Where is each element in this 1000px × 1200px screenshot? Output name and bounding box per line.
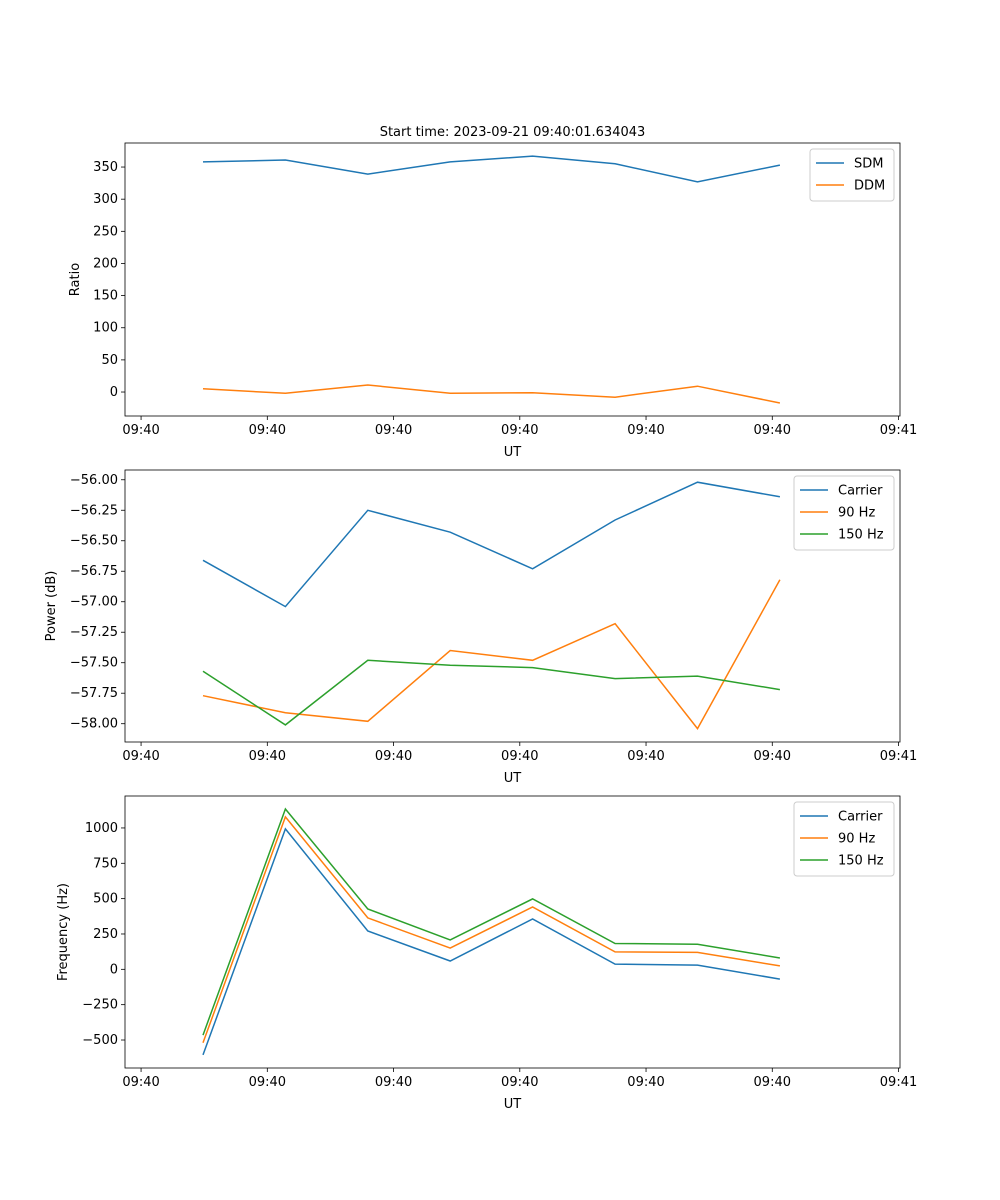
legend: SDM DDM xyxy=(809,148,895,202)
legend-label: Carrier xyxy=(838,810,883,825)
y-tick-label: −56.50 xyxy=(70,534,118,549)
y-tick-label: −57.25 xyxy=(70,625,118,640)
x-axis-label: UT xyxy=(504,445,522,460)
legend-label: 150 Hz xyxy=(838,528,884,543)
series-line-150-hz xyxy=(202,659,781,726)
x-tick-label: 09:40 xyxy=(249,423,286,438)
legend-label: 150 Hz xyxy=(838,854,884,869)
y-tick-label: −57.00 xyxy=(70,595,118,610)
y-tick-label: 200 xyxy=(93,256,118,271)
y-axis-label: Power (dB) xyxy=(44,571,59,642)
legend-label: DDM xyxy=(854,179,885,194)
y-tick-label: 0 xyxy=(110,962,118,977)
y-tick-label: −56.75 xyxy=(70,564,118,579)
y-tick-label: −57.75 xyxy=(70,686,118,701)
x-axis-label: UT xyxy=(504,771,522,786)
y-tick-label: −58.00 xyxy=(70,717,118,732)
y-tick-label: 500 xyxy=(93,892,118,907)
y-tick-label: 150 xyxy=(93,289,118,304)
x-tick-label: 09:40 xyxy=(375,1075,412,1090)
x-tick-label: 09:40 xyxy=(122,749,159,764)
y-axis-label: Ratio xyxy=(68,263,83,296)
x-tick-label: 09:40 xyxy=(501,1075,538,1090)
axes-frame xyxy=(124,142,901,417)
y-tick-label: 300 xyxy=(93,192,118,207)
y-tick-label: 0 xyxy=(110,385,118,400)
legend-box xyxy=(793,475,895,551)
series-line-ddm xyxy=(202,384,781,404)
series-line-150-hz xyxy=(202,807,781,1036)
series-line-90-hz xyxy=(202,815,781,1044)
x-tick-label: 09:41 xyxy=(880,423,917,438)
subplot-1: 09:40 09:40 09:40 09:40 09:40 09:40 09:41 0 50 10… xyxy=(68,125,917,460)
y-tick-label: 350 xyxy=(93,160,118,175)
x-tick-label: 09:40 xyxy=(249,1075,286,1090)
y-tick-label: 1000 xyxy=(85,821,118,836)
y-tick-label: 250 xyxy=(93,224,118,239)
axes-frame xyxy=(124,795,901,1069)
legend: Carrier 90 Hz 150 Hz xyxy=(793,801,895,877)
legend: Carrier 90 Hz 150 Hz xyxy=(793,475,895,551)
x-axis-label: UT xyxy=(504,1097,522,1112)
x-tick-label: 09:40 xyxy=(501,423,538,438)
y-tick-label: −57.50 xyxy=(70,656,118,671)
subplot-2: 09:40 09:40 09:40 09:40 09:40 09:40 09:41 −58.0… xyxy=(44,469,917,786)
series-line-sdm xyxy=(202,155,781,183)
x-tick-label: 09:41 xyxy=(880,749,917,764)
series-line-carrier xyxy=(202,481,781,608)
subplot-3: 09:40 09:40 09:40 09:40 09:40 09:40 09:41 −500 −… xyxy=(56,795,917,1112)
x-tick-label: 09:40 xyxy=(122,423,159,438)
x-tick-label: 09:40 xyxy=(501,749,538,764)
x-tick-label: 09:40 xyxy=(754,749,791,764)
x-tick-label: 09:40 xyxy=(249,749,286,764)
y-tick-label: 750 xyxy=(93,856,118,871)
x-tick-label: 09:40 xyxy=(375,423,412,438)
x-tick-label: 09:40 xyxy=(627,1075,664,1090)
x-tick-label: 09:40 xyxy=(122,1075,159,1090)
legend-label: Carrier xyxy=(838,484,883,499)
y-tick-label: −56.25 xyxy=(70,503,118,518)
legend-label: SDM xyxy=(854,157,883,172)
x-tick-label: 09:40 xyxy=(754,423,791,438)
x-tick-label: 09:41 xyxy=(880,1075,917,1090)
x-tick-label: 09:40 xyxy=(754,1075,791,1090)
y-axis-label: Frequency (Hz) xyxy=(56,883,71,981)
legend-box xyxy=(809,148,895,202)
y-tick-label: −56.00 xyxy=(70,473,118,488)
chart-title: Start time: 2023-09-21 09:40:01.634043 xyxy=(380,125,646,140)
y-tick-label: −250 xyxy=(82,998,118,1013)
y-tick-label: 100 xyxy=(93,321,118,336)
x-tick-label: 09:40 xyxy=(375,749,412,764)
y-tick-label: −500 xyxy=(82,1033,118,1048)
series-line-carrier xyxy=(202,827,781,1056)
x-tick-label: 09:40 xyxy=(627,423,664,438)
y-tick-label: 250 xyxy=(93,927,118,942)
axes-frame xyxy=(124,469,901,743)
legend-label: 90 Hz xyxy=(838,506,875,521)
y-tick-label: 50 xyxy=(101,353,118,368)
x-tick-label: 09:40 xyxy=(627,749,664,764)
legend-box xyxy=(793,801,895,877)
legend-label: 90 Hz xyxy=(838,832,875,847)
